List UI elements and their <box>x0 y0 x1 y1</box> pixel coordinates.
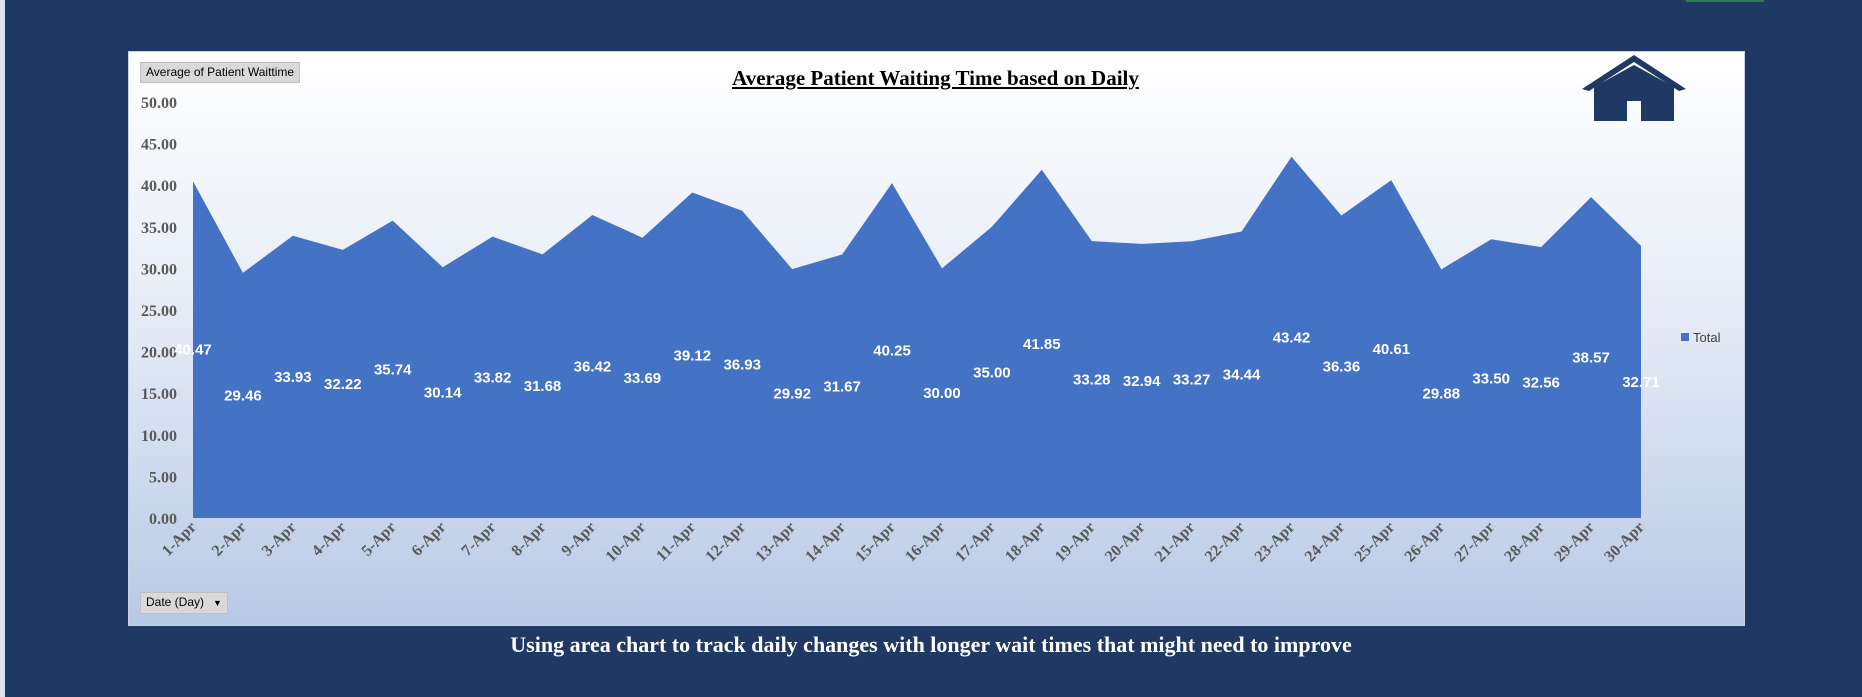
data-label: 32.71 <box>1622 374 1660 391</box>
x-tick-label: 4-Apr <box>309 519 350 560</box>
data-label: 39.12 <box>674 347 712 364</box>
x-tick-label: 27-Apr <box>1451 519 1498 566</box>
y-axis: 0.00 5.00 10.00 15.00 20.00 25.00 30.00 35.00 40… <box>141 95 177 528</box>
x-tick-label: 14-Apr <box>802 519 849 566</box>
data-label: 43.42 <box>1273 329 1311 346</box>
x-tick-label: 17-Apr <box>952 519 999 566</box>
x-tick-label: 30-Apr <box>1601 519 1648 566</box>
legend: Total <box>1681 330 1720 345</box>
data-label: 29.88 <box>1423 386 1461 403</box>
x-tick-label: 5-Apr <box>359 519 400 560</box>
home-icon[interactable] <box>1580 53 1688 123</box>
legend-swatch <box>1681 333 1689 341</box>
data-label: 40.61 <box>1373 341 1411 358</box>
data-label: 33.50 <box>1472 371 1510 388</box>
x-tick-label: 12-Apr <box>702 519 749 566</box>
data-label: 31.67 <box>823 378 861 395</box>
y-tick-label: 20.00 <box>141 345 177 362</box>
y-tick-label: 10.00 <box>141 428 177 445</box>
y-tick-label: 40.00 <box>141 178 177 195</box>
x-tick-label: 8-Apr <box>508 519 549 560</box>
window-edge <box>0 0 5 697</box>
x-axis: 1-Apr 2-Apr 3-Apr 4-Apr 5-Apr 6-Apr 7-Apr 8-Apr… <box>159 519 1648 566</box>
x-tick-label: 22-Apr <box>1202 519 1249 566</box>
x-tick-label: 3-Apr <box>259 519 300 560</box>
data-label: 40.25 <box>873 343 911 360</box>
x-tick-label: 29-Apr <box>1551 519 1598 566</box>
data-label: 30.00 <box>923 385 961 402</box>
y-tick-label: 30.00 <box>141 261 177 278</box>
y-tick-label: 0.00 <box>149 511 177 528</box>
x-tick-label: 18-Apr <box>1002 519 1049 566</box>
y-tick-label: 25.00 <box>141 303 177 320</box>
x-tick-label: 10-Apr <box>603 519 650 566</box>
data-label: 32.56 <box>1522 375 1560 392</box>
data-label: 41.85 <box>1023 336 1061 353</box>
x-tick-label: 9-Apr <box>558 519 599 560</box>
data-label: 33.93 <box>274 369 312 386</box>
dropdown-arrow-icon[interactable]: ▼ <box>213 598 222 608</box>
y-tick-label: 50.00 <box>141 95 177 112</box>
legend-label: Total <box>1693 330 1721 345</box>
data-label: 36.93 <box>723 356 761 373</box>
x-tick-label: 15-Apr <box>852 519 899 566</box>
measure-field-label: Average of Patient Waittime <box>146 65 295 79</box>
x-tick-label: 16-Apr <box>902 519 949 566</box>
data-label: 35.74 <box>374 361 412 378</box>
y-tick-label: 45.00 <box>141 137 177 154</box>
x-tick-label: 25-Apr <box>1352 519 1399 566</box>
data-label: 38.57 <box>1572 350 1610 367</box>
area-series <box>193 156 1641 518</box>
measure-field-button[interactable]: Average of Patient Waittime <box>140 62 301 83</box>
x-tick-label: 6-Apr <box>409 519 450 560</box>
x-tick-label: 2-Apr <box>209 519 250 560</box>
x-tick-label: 19-Apr <box>1052 519 1099 566</box>
chart-caption: Using area chart to track daily changes … <box>510 632 1352 657</box>
date-field-label: Date (Day) <box>146 595 205 609</box>
x-tick-label: 21-Apr <box>1152 519 1199 566</box>
data-label: 34.44 <box>1223 367 1261 384</box>
data-label: 32.94 <box>1123 373 1161 390</box>
data-label: 40.47 <box>174 342 212 359</box>
x-tick-label: 24-Apr <box>1302 519 1349 566</box>
data-label: 33.27 <box>1173 372 1211 389</box>
x-tick-label: 20-Apr <box>1102 519 1149 566</box>
data-label: 29.92 <box>773 386 811 403</box>
y-tick-label: 5.00 <box>149 469 177 486</box>
area-series-fill[interactable] <box>193 156 1641 518</box>
x-tick-label: 13-Apr <box>752 519 799 566</box>
x-tick-label: 26-Apr <box>1402 519 1449 566</box>
data-label: 36.36 <box>1323 359 1361 376</box>
data-labels: 40.47 29.46 33.93 32.22 35.74 30.14 33.82 31.68… <box>174 329 1660 404</box>
y-tick-label: 35.00 <box>141 220 177 237</box>
data-label: 30.14 <box>424 385 462 402</box>
data-label: 33.69 <box>624 370 662 387</box>
data-label: 29.46 <box>224 387 262 404</box>
date-field-button[interactable]: Date (Day) ▼ <box>140 592 228 614</box>
data-label: 36.42 <box>574 358 612 375</box>
x-tick-label: 28-Apr <box>1501 519 1548 566</box>
data-label: 32.22 <box>324 376 362 393</box>
x-tick-label: 23-Apr <box>1252 519 1299 566</box>
x-tick-label: 11-Apr <box>653 519 699 565</box>
data-label: 31.68 <box>524 378 562 395</box>
x-tick-label: 7-Apr <box>458 519 499 560</box>
data-label: 33.82 <box>474 369 512 386</box>
data-label: 33.28 <box>1073 372 1111 389</box>
y-tick-label: 15.00 <box>141 386 177 403</box>
selection-accent <box>1686 0 1764 2</box>
chart-title: Average Patient Waiting Time based on Da… <box>732 66 1139 90</box>
data-label: 35.00 <box>973 364 1011 381</box>
